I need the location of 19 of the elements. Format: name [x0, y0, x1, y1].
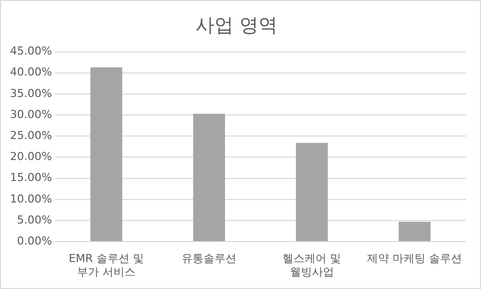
- y-tick-label: 20.00%: [10, 150, 52, 164]
- y-tick-label: 0.00%: [16, 234, 52, 248]
- x-tick-label: 헬스케어 및 웰빙사업: [282, 252, 342, 278]
- bar: [193, 114, 226, 242]
- chart-title: 사업 영역: [195, 14, 278, 36]
- y-tick-label: 45.00%: [10, 44, 52, 58]
- bar: [296, 142, 328, 242]
- x-tick-label: 유통솔루션: [182, 252, 237, 266]
- y-tick-label: 35.00%: [10, 86, 52, 100]
- y-tick-label: 40.00%: [10, 66, 52, 79]
- y-tick-label: 30.00%: [10, 108, 52, 121]
- y-tick-label: 15.00%: [10, 171, 52, 184]
- y-tick-label: 5.00%: [16, 213, 52, 226]
- y-tick-label: 10.00%: [10, 192, 52, 206]
- x-tick-label: EMR 솔루션 및 부가 서비스: [68, 252, 144, 278]
- x-tick-label: 제약 마케팅 솔루션: [367, 252, 462, 266]
- bar: [398, 222, 431, 242]
- y-tick-label: 25.00%: [10, 129, 52, 142]
- bar: [90, 67, 122, 242]
